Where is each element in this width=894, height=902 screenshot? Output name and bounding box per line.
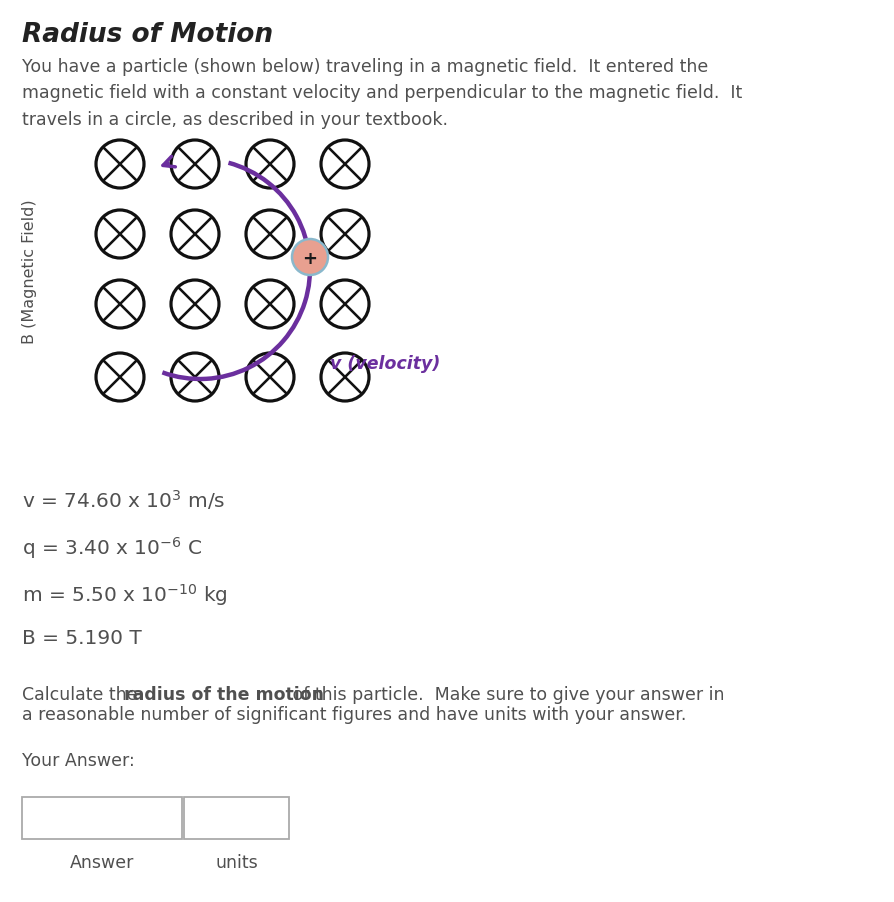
Text: B = 5.190 T: B = 5.190 T (22, 629, 141, 648)
Text: Answer: Answer (70, 853, 134, 871)
Text: Calculate the: Calculate the (22, 686, 143, 704)
Text: radius of the motion: radius of the motion (124, 686, 324, 704)
Text: You have a particle (shown below) traveling in a magnetic field.  It entered the: You have a particle (shown below) travel… (22, 58, 741, 129)
Text: +: + (302, 250, 317, 268)
Text: v = 74.60 x 10$^{3}$ m/s: v = 74.60 x 10$^{3}$ m/s (22, 487, 225, 511)
Text: Your Answer:: Your Answer: (22, 751, 135, 769)
Text: a reasonable number of significant figures and have units with your answer.: a reasonable number of significant figur… (22, 705, 686, 723)
Text: v (velocity): v (velocity) (330, 354, 440, 373)
FancyBboxPatch shape (22, 797, 181, 839)
Text: m = 5.50 x 10$^{-10}$ kg: m = 5.50 x 10$^{-10}$ kg (22, 582, 228, 607)
Text: Radius of Motion: Radius of Motion (22, 22, 273, 48)
Text: q = 3.40 x 10$^{-6}$ C: q = 3.40 x 10$^{-6}$ C (22, 534, 202, 560)
Circle shape (291, 240, 327, 276)
Text: B (Magnetic Field): B (Magnetic Field) (22, 199, 38, 344)
Text: of this particle.  Make sure to give your answer in: of this particle. Make sure to give your… (287, 686, 723, 704)
FancyBboxPatch shape (184, 797, 289, 839)
Text: units: units (215, 853, 257, 871)
